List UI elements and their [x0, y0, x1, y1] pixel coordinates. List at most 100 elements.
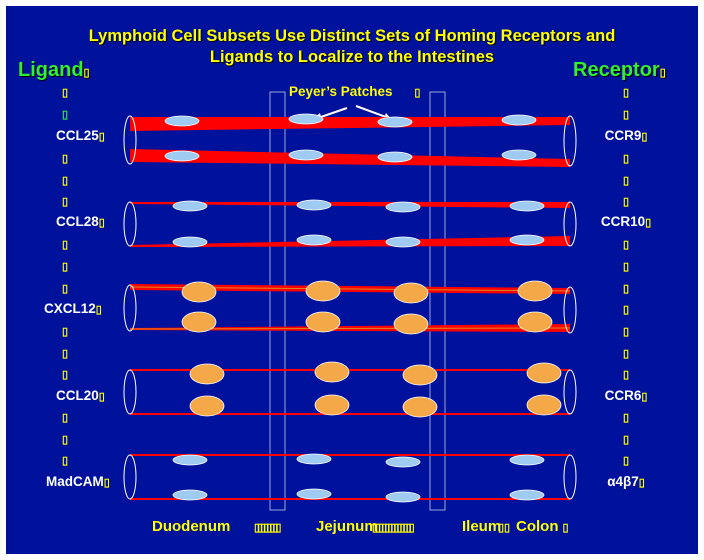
- receptor-spacer: ▯: [596, 258, 656, 273]
- ligand-spacer: ▯: [12, 84, 122, 99]
- vessel-ccl25: [123, 113, 577, 167]
- receptor-spacer: ▯: [596, 106, 656, 121]
- lymphocyte-cell: [172, 236, 208, 248]
- ligand-spacer: ▯: [12, 258, 122, 273]
- missing-glyph-icon: ▯: [645, 217, 652, 229]
- ligand-header-text: Ligand: [18, 59, 84, 81]
- vessel-ccl20: [123, 361, 577, 418]
- segment-divider-ileum: [429, 91, 446, 511]
- ligand-spacer: ▯: [12, 193, 122, 208]
- vessel-end-left: [123, 454, 137, 500]
- segment-label-jejunum: Jejunum: [316, 518, 378, 535]
- ligand-label-ccl25: CCL25▯: [56, 128, 166, 143]
- plasma-cell: [517, 280, 553, 302]
- ligand-spacer: ▯: [12, 452, 122, 467]
- missing-glyph-icon: ▯▯▯▯▯▯▯▯: [254, 522, 281, 534]
- ligand-label-ccl28: CCL28▯: [56, 214, 166, 229]
- lymphocyte-cell: [288, 113, 324, 125]
- ligand-spacer: ▯: [12, 106, 122, 121]
- receptor-spacer: ▯: [596, 452, 656, 467]
- receptor-text: CCR6: [604, 388, 642, 403]
- receptor-spacer: ▯: [596, 366, 656, 381]
- receptor-label-a4b7: α4β7▯: [596, 474, 656, 489]
- vessel-end-right: [563, 454, 577, 500]
- ligand-spacer: ▯: [12, 409, 122, 424]
- segment-label-colon: Colon ▯: [516, 518, 569, 535]
- ligand-header: Ligand▯: [18, 59, 90, 82]
- ligand-spacer: ▯: [12, 323, 122, 338]
- missing-glyph-icon: ▯: [414, 87, 421, 99]
- missing-glyph-icon: ▯: [659, 67, 666, 79]
- missing-glyph-icon: ▯: [622, 304, 630, 316]
- missing-glyph-icon: ▯: [62, 239, 69, 251]
- missing-glyph-icon: ▯: [62, 455, 69, 467]
- ligand-spacer: ▯: [12, 431, 122, 446]
- receptor-spacer: ▯: [596, 301, 656, 316]
- title-line-1: Lymphoid Cell Subsets Use Distinct Sets …: [88, 27, 616, 45]
- missing-glyph-icon: ▯: [62, 369, 69, 381]
- ligand-text: CCL25: [56, 128, 99, 143]
- plasma-cell: [189, 363, 225, 385]
- lymphocyte-cell: [509, 489, 545, 501]
- plasma-cell: [526, 394, 562, 416]
- receptor-text: α4β7: [607, 474, 639, 489]
- receptor-spacer: ▯: [596, 409, 656, 424]
- peyers-arrow-left: [317, 107, 348, 119]
- peyers-patches-text: Peyer’s Patches: [289, 84, 393, 99]
- peyers-arrow-right: [355, 105, 387, 118]
- missing-glyph-icon: ▯: [622, 261, 630, 273]
- ligand-label-madcam: MadCAM▯: [46, 474, 156, 489]
- ligand-text: CXCL12: [44, 301, 96, 316]
- lymphocyte-cell: [296, 453, 332, 465]
- peyers-patches-label: Peyer’s Patches ▯: [289, 84, 420, 99]
- missing-glyph-icon: ▯: [62, 175, 69, 187]
- missing-glyph-icon: ▯: [98, 391, 105, 403]
- plasma-cell: [305, 311, 341, 333]
- lymphocyte-cell: [385, 201, 421, 213]
- ligand-spacer: ▯: [12, 172, 122, 187]
- lymphocyte-cell: [385, 491, 421, 503]
- segment-text: Ileum: [462, 518, 502, 535]
- ligand-spacer: ▯: [12, 280, 122, 295]
- missing-glyph-icon: ▯: [62, 434, 69, 446]
- segment-text: Jejunum: [316, 518, 378, 535]
- missing-glyph-icon: ▯: [98, 131, 105, 143]
- receptor-label-ccr10: CCR10▯: [596, 214, 656, 229]
- missing-glyph-icon: ▯: [83, 67, 90, 79]
- receptor-spacer: ▯: [596, 345, 656, 360]
- vessel-end-left: [123, 115, 137, 165]
- ligand-label-cxcl12: CXCL12▯: [44, 301, 154, 316]
- missing-glyph-icon: ▯: [622, 87, 630, 99]
- missing-glyph-icon: ▯: [62, 326, 69, 338]
- receptor-spacer: ▯: [596, 323, 656, 338]
- missing-glyph-icon: ▯: [95, 304, 102, 316]
- lymphocyte-cell: [288, 149, 324, 161]
- segment-label-ileum: Ileum: [462, 518, 501, 535]
- missing-glyph-icon: ▯▯▯▯▯▯▯▯▯▯▯▯▯: [372, 522, 415, 534]
- segment-glyphs: ▯▯▯▯▯▯▯▯: [254, 518, 281, 535]
- lymphocyte-cell: [385, 456, 421, 468]
- receptor-text: CCR10: [600, 214, 646, 229]
- vessel-ccl28: [123, 199, 577, 248]
- slide-background: [6, 6, 698, 554]
- plasma-cell: [314, 394, 350, 416]
- missing-glyph-icon: ▯: [98, 217, 105, 229]
- lymphocyte-cell: [164, 115, 200, 127]
- missing-glyph-icon: ▯: [622, 153, 630, 165]
- missing-glyph-icon: ▯: [62, 153, 69, 165]
- vessel-end-left: [123, 201, 137, 247]
- missing-glyph-icon: ▯: [622, 412, 630, 424]
- lymphocyte-cell: [385, 236, 421, 248]
- missing-glyph-icon: ▯: [622, 434, 630, 446]
- receptor-text: CCR9: [604, 128, 642, 143]
- segment-glyphs: ▯▯: [498, 518, 510, 535]
- plasma-cell: [189, 395, 225, 417]
- lymphocyte-cell: [377, 116, 413, 128]
- segment-divider-jejunum: [269, 91, 286, 511]
- ligand-text: MadCAM: [46, 474, 104, 489]
- missing-glyph-icon: ▯: [622, 348, 630, 360]
- ligand-spacer: ▯: [12, 345, 122, 360]
- vessel-wall-top: [130, 202, 570, 208]
- missing-glyph-icon: ▯: [641, 391, 648, 403]
